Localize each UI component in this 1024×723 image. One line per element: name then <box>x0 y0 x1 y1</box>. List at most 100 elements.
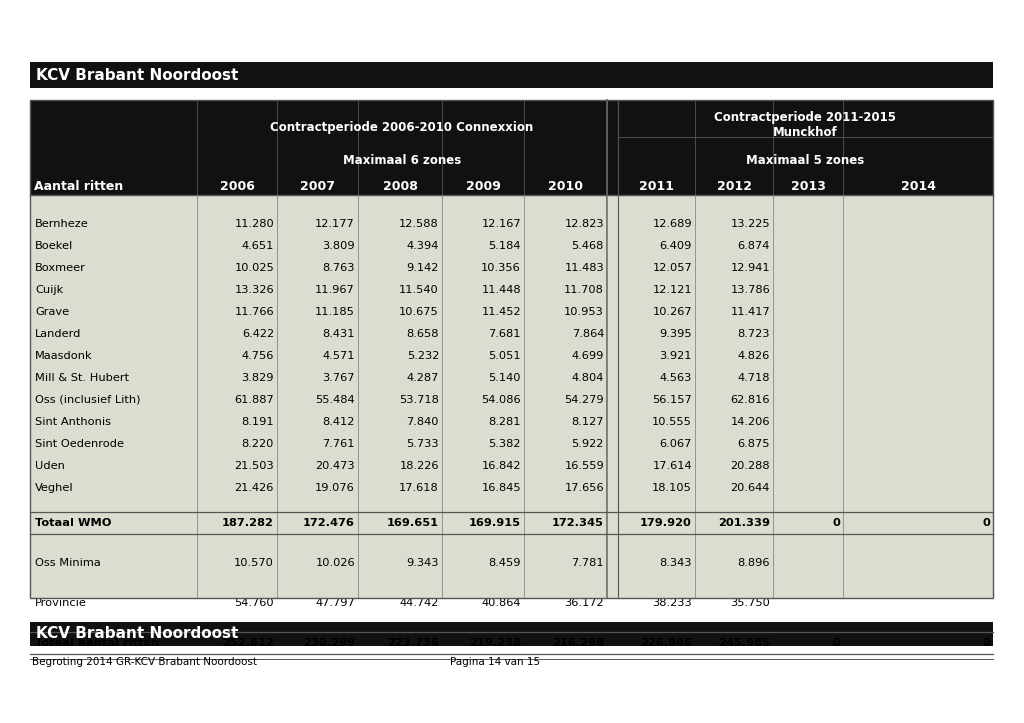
Text: 17.614: 17.614 <box>652 461 692 471</box>
Text: 3.767: 3.767 <box>323 373 355 383</box>
Text: Sint Anthonis: Sint Anthonis <box>35 417 111 427</box>
Text: 9.343: 9.343 <box>407 558 439 568</box>
Text: 61.887: 61.887 <box>234 395 274 405</box>
Text: 11.185: 11.185 <box>315 307 355 317</box>
Bar <box>30 195 993 598</box>
Text: 7.864: 7.864 <box>571 329 604 339</box>
Text: 17.618: 17.618 <box>399 483 439 493</box>
Text: 16.559: 16.559 <box>564 461 604 471</box>
Text: Landerd: Landerd <box>35 329 81 339</box>
Text: 11.448: 11.448 <box>481 285 521 295</box>
Text: 8.220: 8.220 <box>242 439 274 449</box>
Text: 179.920: 179.920 <box>640 518 692 528</box>
Text: 54.279: 54.279 <box>564 395 604 405</box>
Text: 35.750: 35.750 <box>730 598 770 608</box>
Text: 10.025: 10.025 <box>234 263 274 273</box>
Text: 4.563: 4.563 <box>659 373 692 383</box>
Text: Mill & St. Hubert: Mill & St. Hubert <box>35 373 129 383</box>
Text: 11.417: 11.417 <box>730 307 770 317</box>
Text: Provincie: Provincie <box>35 598 87 608</box>
Text: 169.651: 169.651 <box>387 518 439 528</box>
Text: 13.326: 13.326 <box>234 285 274 295</box>
Text: 245.985: 245.985 <box>718 638 770 648</box>
Text: Aantal ritten: Aantal ritten <box>34 179 123 192</box>
Text: 216.298: 216.298 <box>552 638 604 648</box>
Text: Maximaal 6 zones: Maximaal 6 zones <box>343 155 461 168</box>
Text: Maximaal 5 zones: Maximaal 5 zones <box>746 155 864 168</box>
Text: 18.226: 18.226 <box>399 461 439 471</box>
Text: 11.708: 11.708 <box>564 285 604 295</box>
Text: 11.280: 11.280 <box>234 219 274 229</box>
Text: 12.177: 12.177 <box>315 219 355 229</box>
Text: 8.896: 8.896 <box>737 558 770 568</box>
Text: 4.394: 4.394 <box>407 241 439 251</box>
Text: 8.412: 8.412 <box>323 417 355 427</box>
Text: Boxmeer: Boxmeer <box>35 263 86 273</box>
Text: 10.555: 10.555 <box>652 417 692 427</box>
Text: 8.281: 8.281 <box>488 417 521 427</box>
Text: 16.842: 16.842 <box>481 461 521 471</box>
Text: 5.051: 5.051 <box>488 351 521 361</box>
Text: 4.804: 4.804 <box>571 373 604 383</box>
Text: 7.840: 7.840 <box>407 417 439 427</box>
Text: 36.172: 36.172 <box>564 598 604 608</box>
Text: 7.681: 7.681 <box>488 329 521 339</box>
Text: KCV Brabant Noordoost: KCV Brabant Noordoost <box>36 67 239 82</box>
Text: 11.452: 11.452 <box>481 307 521 317</box>
Text: Totaal WMO: Totaal WMO <box>35 518 112 528</box>
Text: 2006: 2006 <box>219 179 254 192</box>
Text: 2012: 2012 <box>717 179 752 192</box>
Text: 8.127: 8.127 <box>571 417 604 427</box>
Text: 172.345: 172.345 <box>552 518 604 528</box>
Text: 11.967: 11.967 <box>315 285 355 295</box>
Text: 8.763: 8.763 <box>323 263 355 273</box>
Text: 11.766: 11.766 <box>234 307 274 317</box>
Text: 2008: 2008 <box>383 179 418 192</box>
Text: 3.829: 3.829 <box>242 373 274 383</box>
Text: Oss Minima: Oss Minima <box>35 558 100 568</box>
Bar <box>30 622 993 646</box>
Text: 55.484: 55.484 <box>315 395 355 405</box>
Text: 4.756: 4.756 <box>242 351 274 361</box>
Text: 17.656: 17.656 <box>564 483 604 493</box>
Text: 2010: 2010 <box>548 179 583 192</box>
Text: 12.167: 12.167 <box>481 219 521 229</box>
Text: 0: 0 <box>982 518 990 528</box>
Text: 5.232: 5.232 <box>407 351 439 361</box>
Text: 12.941: 12.941 <box>730 263 770 273</box>
Text: 2013: 2013 <box>791 179 825 192</box>
Text: KCV Brabant Noordoost: KCV Brabant Noordoost <box>36 627 239 641</box>
Bar <box>30 100 993 598</box>
Text: Cuijk: Cuijk <box>35 285 63 295</box>
Text: 4.826: 4.826 <box>737 351 770 361</box>
Text: 5.468: 5.468 <box>571 241 604 251</box>
Text: Sint Oedenrode: Sint Oedenrode <box>35 439 124 449</box>
Text: 6.874: 6.874 <box>737 241 770 251</box>
Text: 54.086: 54.086 <box>481 395 521 405</box>
Text: 10.570: 10.570 <box>234 558 274 568</box>
Text: 10.953: 10.953 <box>564 307 604 317</box>
Text: 219.238: 219.238 <box>469 638 521 648</box>
Text: 8.191: 8.191 <box>242 417 274 427</box>
Text: 230.299: 230.299 <box>303 638 355 648</box>
Text: 6.875: 6.875 <box>737 439 770 449</box>
Text: 201.339: 201.339 <box>718 518 770 528</box>
Text: 19.076: 19.076 <box>315 483 355 493</box>
Text: 20.288: 20.288 <box>730 461 770 471</box>
Text: 4.287: 4.287 <box>407 373 439 383</box>
Text: 172.476: 172.476 <box>303 518 355 528</box>
Text: 10.675: 10.675 <box>399 307 439 317</box>
Text: 5.382: 5.382 <box>488 439 521 449</box>
Text: 10.026: 10.026 <box>315 558 355 568</box>
Text: 21.503: 21.503 <box>234 461 274 471</box>
Text: 187.282: 187.282 <box>222 518 274 528</box>
Text: 0: 0 <box>833 518 840 528</box>
Text: Grave: Grave <box>35 307 70 317</box>
Text: 8.723: 8.723 <box>737 329 770 339</box>
Text: 13.786: 13.786 <box>730 285 770 295</box>
Text: 4.699: 4.699 <box>571 351 604 361</box>
Text: 8.343: 8.343 <box>659 558 692 568</box>
Text: 20.644: 20.644 <box>731 483 770 493</box>
Text: 7.781: 7.781 <box>571 558 604 568</box>
Text: 54.760: 54.760 <box>234 598 274 608</box>
